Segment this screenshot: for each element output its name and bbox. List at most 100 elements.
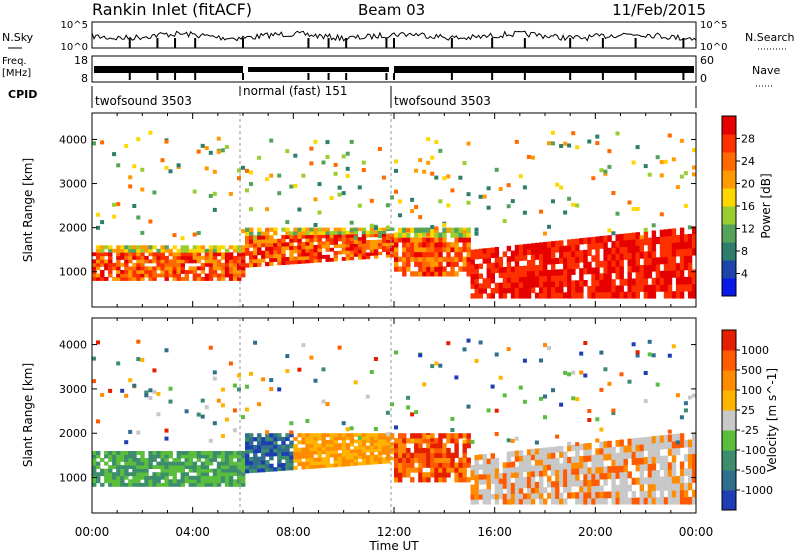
- power-cell: [514, 255, 520, 262]
- velocity-cell: [522, 460, 528, 467]
- velocity-cell: [414, 457, 419, 463]
- power-cell: [466, 247, 471, 253]
- power-cell: [619, 253, 624, 260]
- velocity-cell: [410, 467, 415, 473]
- power-cell: [373, 255, 379, 259]
- power-cell: [353, 246, 359, 251]
- velocity-cell: [575, 474, 580, 481]
- power-cell: [675, 263, 681, 271]
- power-cell: [301, 256, 306, 261]
- velocity-cell: [124, 461, 129, 466]
- velocity-cell: [124, 465, 129, 469]
- power-cell: [643, 164, 648, 169]
- power-cell: [385, 245, 391, 249]
- velocity-cell: [345, 433, 351, 437]
- velocity-cell: [377, 433, 383, 437]
- nsky-dropouts: [128, 38, 685, 48]
- power-cell: [410, 197, 415, 202]
- velocity-cell: [253, 452, 258, 458]
- power-cell: [237, 262, 242, 267]
- velocity-cell: [293, 451, 298, 456]
- velocity-cell: [136, 357, 141, 362]
- velocity-cell: [615, 465, 620, 473]
- velocity-cell: [132, 475, 137, 480]
- power-cell: [224, 262, 230, 267]
- velocity-cell: [261, 444, 266, 450]
- nave-tick-top: 60: [700, 54, 714, 67]
- velocity-cell: [224, 458, 230, 462]
- velocity-cell: [482, 474, 487, 480]
- power-cell: [321, 244, 326, 249]
- velocity-cell: [418, 472, 423, 478]
- velocity-cell: [414, 467, 419, 473]
- velocity-cell: [414, 447, 419, 454]
- velocity-cell: [679, 415, 684, 420]
- power-cell: [611, 191, 616, 195]
- velocity-cell: [136, 479, 141, 484]
- velocity-cell: [687, 482, 693, 491]
- power-cell: [683, 241, 689, 249]
- power-cell: [261, 239, 266, 244]
- power-cell: [526, 292, 532, 299]
- power-cell: [128, 255, 133, 260]
- velocity-cell: [293, 465, 298, 470]
- power-cell: [547, 252, 552, 259]
- velocity-cell: [309, 436, 314, 441]
- velocity-cell: [655, 442, 661, 450]
- velocity-cell: [385, 436, 391, 440]
- power-cell: [321, 234, 326, 239]
- velocity-cell: [132, 482, 137, 487]
- velocity-cell: [470, 474, 475, 481]
- velocity-cell: [208, 479, 214, 484]
- velocity-cell: [526, 498, 532, 505]
- velocity-cell: [474, 474, 479, 480]
- power-cell: [305, 259, 310, 264]
- power-cell: [587, 267, 592, 275]
- velocity-cell: [587, 409, 592, 413]
- velocity-colorbar-label: Velocity [m s^-1]: [765, 368, 779, 472]
- power-cell: [381, 227, 387, 231]
- power-cell: [599, 285, 604, 293]
- power-cell: [265, 231, 270, 236]
- beam-title: Beam 03: [358, 1, 425, 19]
- velocity-cell: [385, 442, 391, 446]
- power-cell: [164, 277, 169, 281]
- velocity-cell: [438, 452, 443, 458]
- velocity-cell: [381, 439, 387, 443]
- velocity-cell: [663, 483, 669, 491]
- power-cell: [458, 247, 463, 253]
- power-cell: [216, 248, 222, 253]
- velocity-cell: [522, 493, 528, 500]
- velocity-cell: [349, 462, 355, 466]
- power-cell: [293, 260, 298, 265]
- velocity-cell: [180, 451, 185, 455]
- velocity-cell: [249, 464, 254, 470]
- velocity-cell: [184, 409, 189, 414]
- velocity-cell: [116, 468, 121, 473]
- power-cell: [361, 237, 367, 241]
- velocity-cell: [446, 462, 451, 468]
- velocity-cell: [112, 482, 117, 487]
- power-cell: [349, 256, 355, 261]
- velocity-cell: [301, 447, 306, 452]
- velocity-cell: [208, 451, 214, 455]
- velocity-cell: [402, 462, 407, 468]
- cpid-row: CPID twofsound 3503 normal (fast) 151 tw…: [8, 84, 697, 108]
- velocity-cell: [518, 493, 524, 500]
- power-cell: [611, 253, 616, 261]
- power-cell: [184, 252, 189, 257]
- power-cell: [337, 237, 342, 242]
- power-cell: [317, 238, 322, 242]
- velocity-cell: [595, 479, 600, 486]
- velocity-cell: [345, 452, 351, 457]
- velocity-cell: [563, 370, 568, 375]
- power-cell: [172, 273, 177, 278]
- velocity-cell: [410, 433, 415, 439]
- velocity-cell: [365, 458, 371, 462]
- velocity-cell: [353, 452, 359, 457]
- velocity-cell: [245, 449, 250, 454]
- power-cell: [494, 288, 500, 294]
- power-cell: [212, 248, 218, 253]
- velocity-cell: [245, 461, 250, 466]
- velocity-cell: [462, 443, 467, 449]
